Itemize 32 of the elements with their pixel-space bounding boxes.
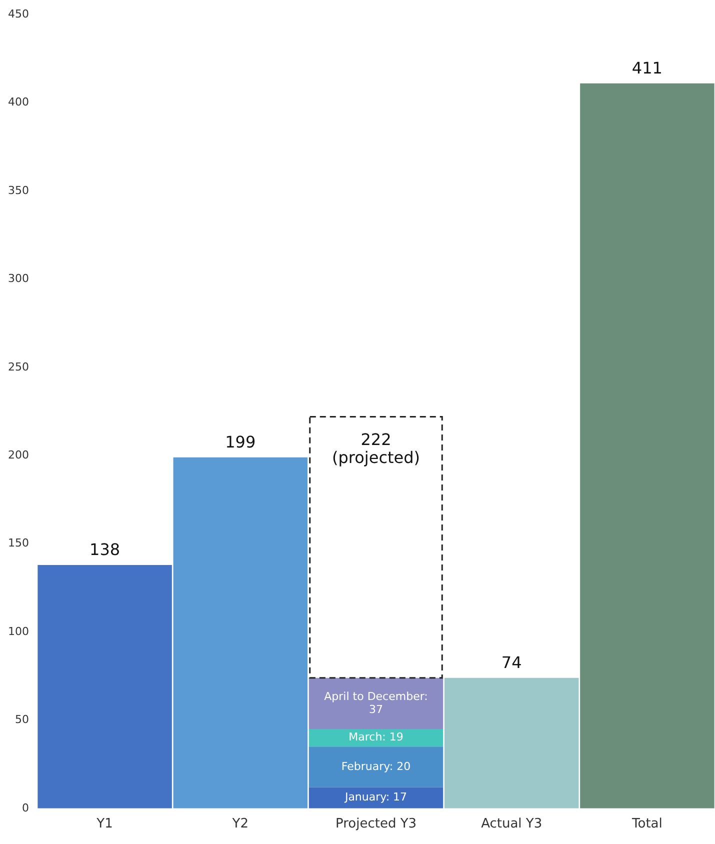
x-tick-label: Total [631,816,662,832]
y-tick-label: 150 [8,536,29,550]
bar [580,83,714,808]
y-tick-label: 50 [14,713,29,726]
bar [38,564,172,808]
y-tick-label: 0 [22,801,29,814]
bar [308,787,444,808]
y-tick-label: 450 [8,7,29,20]
data-label: March: 19 [348,730,404,744]
y-tick-label: 250 [8,360,29,374]
y-tick-label: 400 [8,96,29,109]
total-label: 199 [225,432,256,452]
y-tick-label: 300 [8,272,29,286]
x-tick-label: Projected Y3 [335,816,417,832]
total-label: 222 (projected) [332,430,420,467]
total-label: 138 [90,540,120,559]
y-tick-label: 100 [8,624,29,638]
y-tick-label: 200 [8,448,29,462]
bar [173,457,308,808]
data-label: April to December: 37 [324,690,428,716]
total-label: 74 [501,652,522,672]
bar [308,746,444,788]
y-tick-label: 350 [8,184,29,197]
bar [308,729,444,747]
x-tick-label: Y2 [231,816,249,832]
data-label: January: 17 [344,790,408,804]
x-tick-label: Y1 [96,816,113,832]
x-tick-label: Actual Y3 [481,816,542,832]
total-label: 411 [632,58,662,78]
bar [444,678,579,808]
data-label: February: 20 [341,760,411,773]
bar [308,678,444,730]
